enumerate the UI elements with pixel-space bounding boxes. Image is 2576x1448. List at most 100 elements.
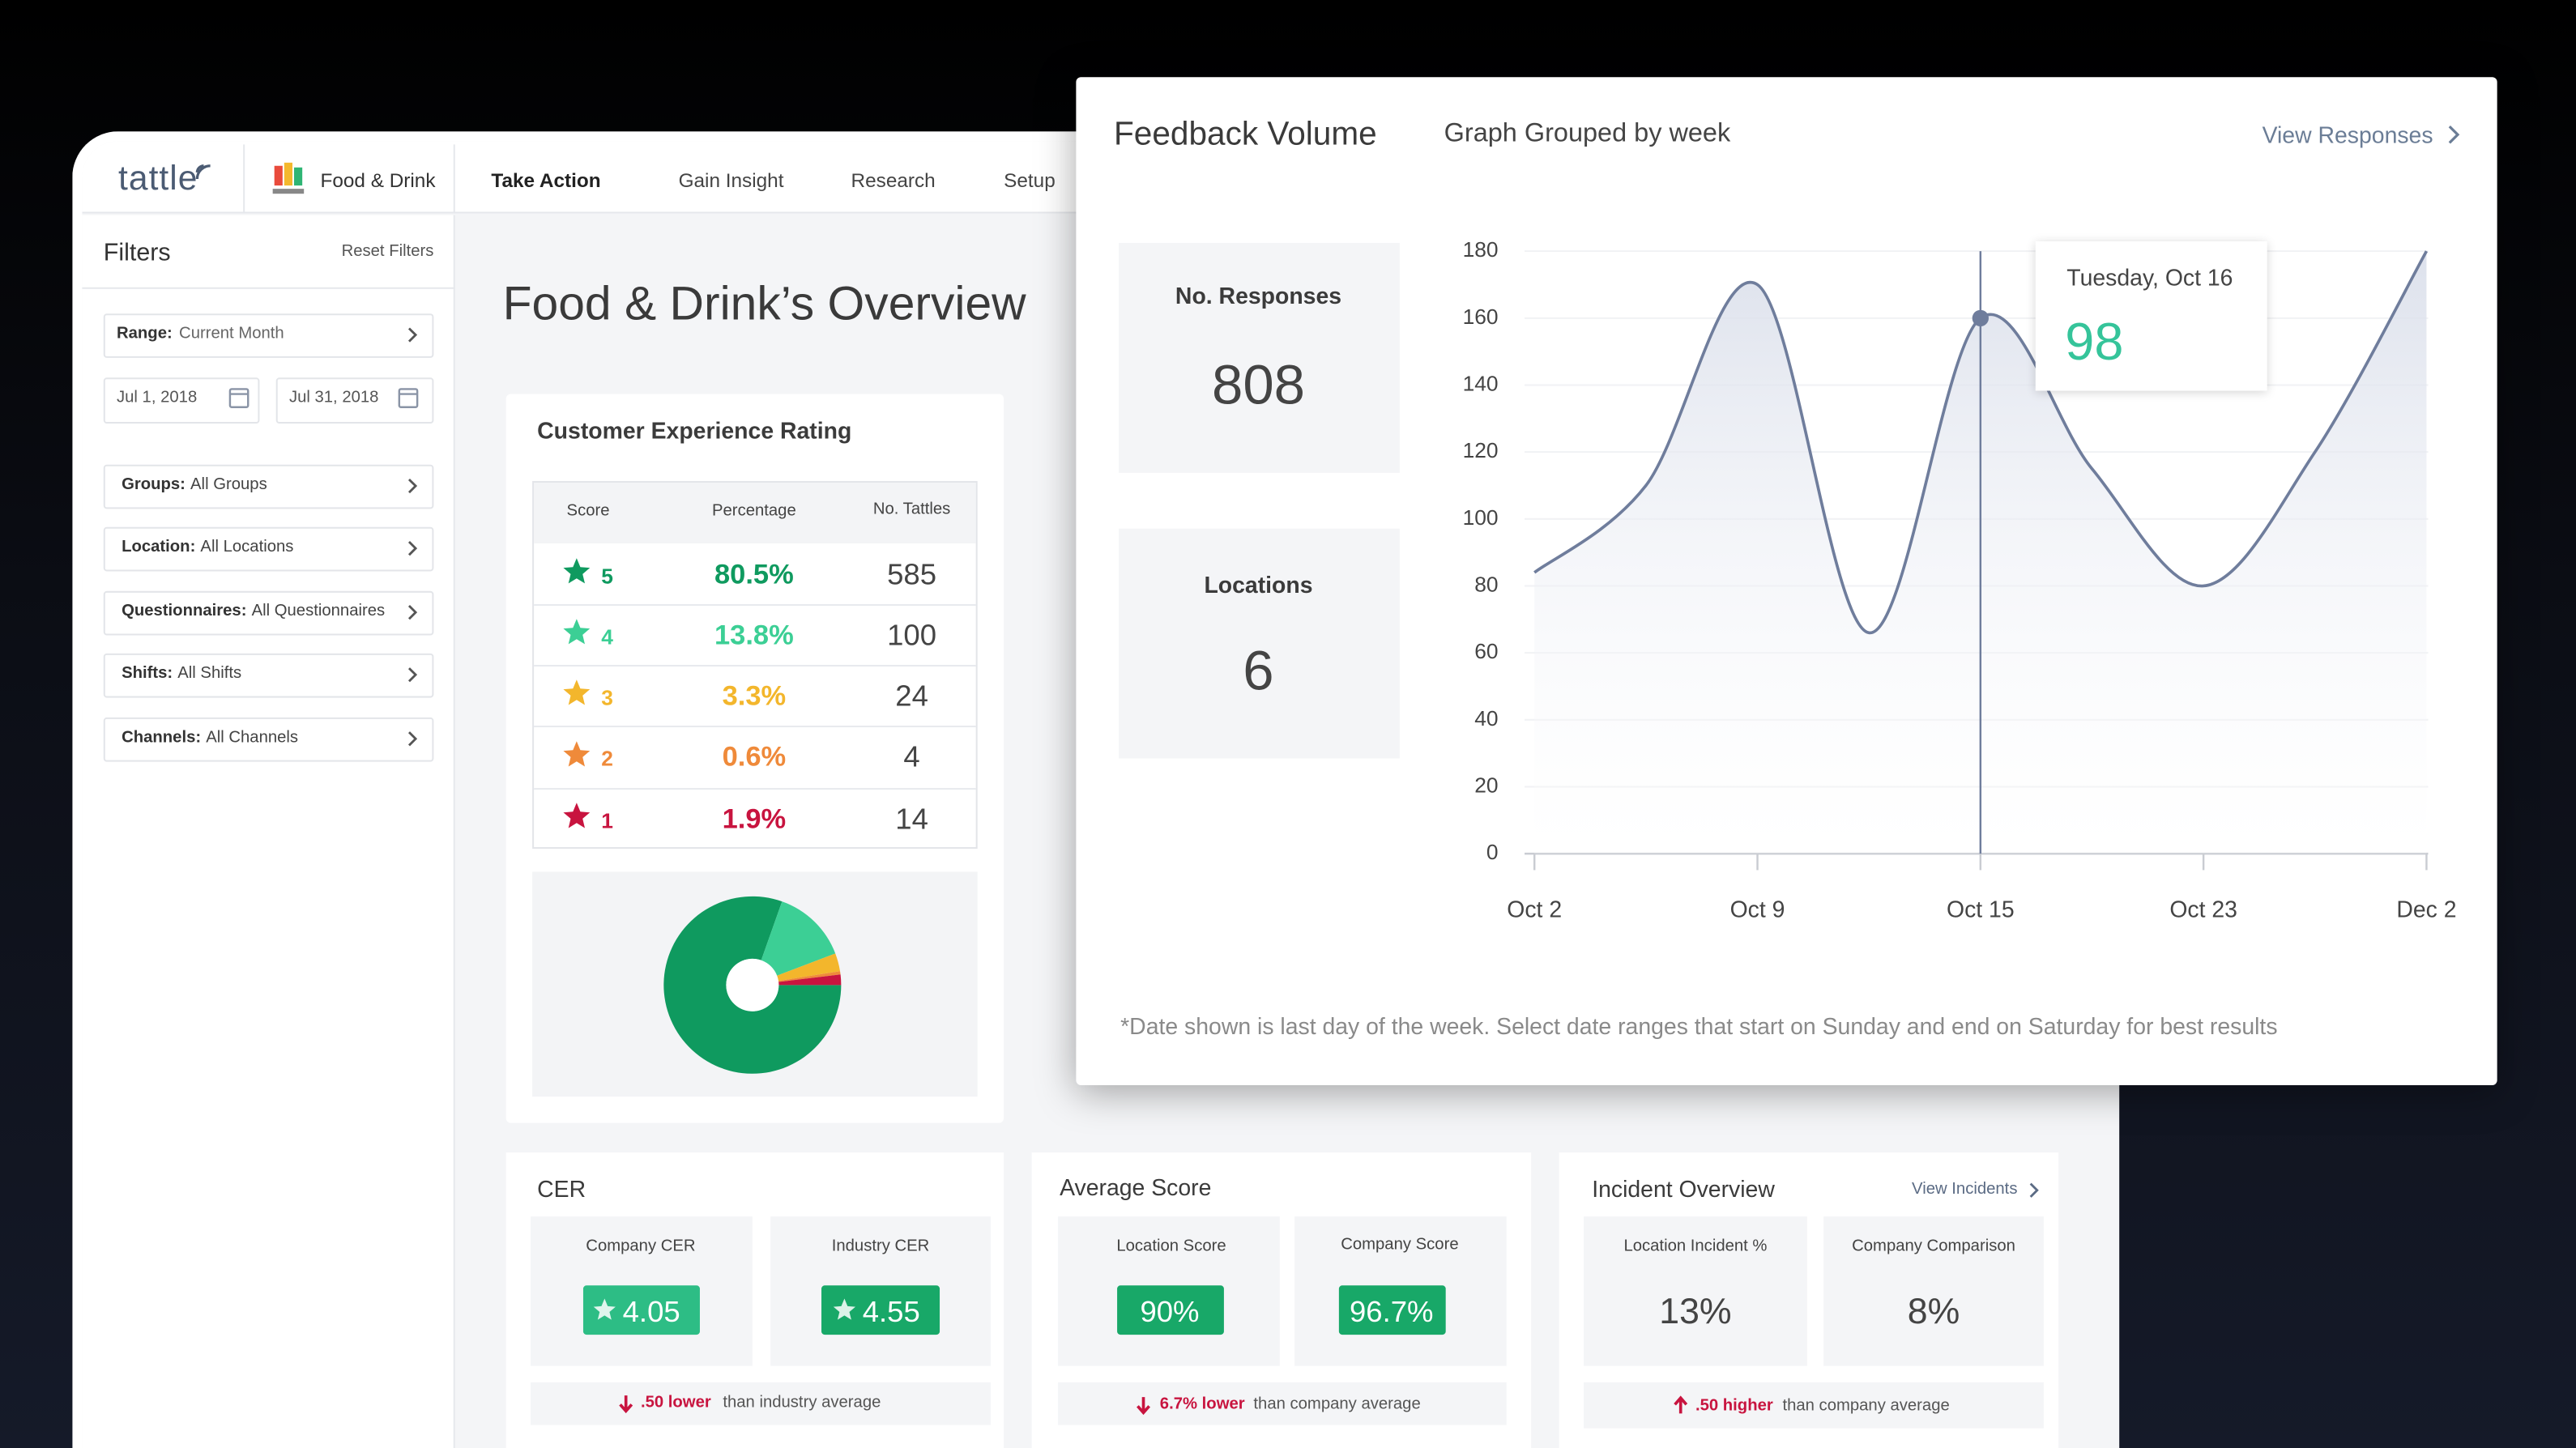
- reset-filters[interactable]: Reset Filters: [341, 243, 434, 262]
- y-tick-label: 100: [1463, 505, 1499, 530]
- date-to-input[interactable]: [275, 377, 434, 424]
- chevron: [407, 731, 418, 747]
- y-tick-label: 120: [1463, 438, 1499, 462]
- tattles: 4: [903, 740, 920, 773]
- row-divider: [534, 604, 976, 607]
- row-divider: [534, 726, 976, 728]
- row-divider: [534, 788, 976, 790]
- responses-value: 808: [1211, 354, 1306, 417]
- score: 4: [601, 624, 613, 649]
- table-header: No. Tattles: [872, 500, 951, 519]
- range-select[interactable]: [103, 313, 434, 358]
- x-tick-label: Oct 2: [1507, 897, 1562, 923]
- pie-slice: [663, 896, 842, 1074]
- locations-box: [1119, 528, 1400, 759]
- date-from: Jul 1, 2018: [116, 389, 198, 407]
- range-label: Range:: [116, 325, 173, 343]
- up-arrow: [1674, 1395, 1688, 1414]
- locations-value: 6: [1243, 640, 1274, 703]
- view-incidents[interactable]: View Incidents: [1912, 1180, 2018, 1199]
- y-tick-label: 80: [1474, 572, 1498, 596]
- filter-value: All Locations: [200, 538, 294, 557]
- rating-star: [563, 741, 591, 767]
- date-from-input[interactable]: [103, 377, 260, 424]
- location-score-value: 90%: [1140, 1295, 1200, 1329]
- score: 1: [601, 807, 613, 833]
- company-cer-value: 4.05: [622, 1295, 680, 1329]
- range-value: Current Month: [179, 325, 284, 343]
- nav-item[interactable]: Setup: [1004, 168, 1056, 193]
- rating-table-header: [534, 482, 976, 544]
- location-score-badge: [1117, 1285, 1224, 1335]
- filter-select[interactable]: [103, 653, 434, 698]
- filter-label: Channels:: [122, 729, 202, 747]
- locations-label: Locations: [1204, 571, 1313, 598]
- badge-star: [593, 1298, 616, 1320]
- percentage: 1.9%: [722, 803, 787, 834]
- y-tick-label: 20: [1474, 773, 1498, 797]
- y-tick-label: 180: [1463, 237, 1499, 262]
- tattles: 24: [895, 679, 928, 712]
- cer-title: CER: [537, 1175, 586, 1202]
- location-score-label: Location Score: [1116, 1237, 1226, 1256]
- sidebar: [82, 215, 455, 1448]
- date-to: Jul 31, 2018: [288, 389, 379, 407]
- x-tick-label: Oct 9: [1730, 897, 1785, 923]
- view-responses[interactable]: View Responses: [2262, 121, 2433, 148]
- brand-divider: [453, 144, 455, 214]
- filter-label: Shifts:: [122, 665, 173, 684]
- feedback-subtitle: Graph Grouped by week: [1444, 119, 1731, 148]
- score: 3: [601, 684, 613, 709]
- filter-select[interactable]: [103, 464, 434, 509]
- y-tick-label: 0: [1486, 840, 1499, 864]
- nav-item[interactable]: Research: [851, 168, 936, 193]
- filter-select[interactable]: [103, 526, 434, 572]
- cer-note-rest: than industry average: [723, 1394, 881, 1412]
- chevron: [407, 667, 418, 683]
- filter-value: All Channels: [206, 729, 299, 747]
- calendar-icon: [228, 388, 249, 408]
- pie-slice: [778, 971, 841, 982]
- company-comparison-label: Company Comparison: [1852, 1237, 2015, 1256]
- chevron: [2029, 1182, 2039, 1198]
- pie-slice: [778, 974, 842, 986]
- brand-icon: [272, 162, 305, 194]
- filter-label: Questionnaires:: [122, 602, 247, 621]
- chevron: [2448, 125, 2460, 144]
- company-score-value: 96.7%: [1350, 1295, 1434, 1329]
- filter-value: All Questionnaires: [251, 602, 386, 621]
- average-note-rest: than company average: [1253, 1395, 1421, 1414]
- pie-hole: [726, 958, 779, 1011]
- filter-value: All Groups: [190, 475, 267, 495]
- responses-label: No. Responses: [1175, 282, 1342, 309]
- filter-select[interactable]: [103, 590, 434, 636]
- rating-title: Customer Experience Rating: [537, 416, 852, 444]
- table-header: Percentage: [712, 502, 796, 521]
- nav-item[interactable]: Take Action: [491, 168, 601, 193]
- nav-item[interactable]: Gain Insight: [678, 168, 784, 193]
- pie-slice: [777, 953, 841, 982]
- rating-table: [532, 480, 978, 850]
- x-tick-label: Dec 2: [2396, 897, 2456, 923]
- percentage: 80.5%: [714, 558, 794, 590]
- score: 2: [601, 746, 613, 771]
- brand-divider: [243, 144, 245, 214]
- filter-select[interactable]: [103, 717, 434, 762]
- incident-title: Incident Overview: [1592, 1175, 1775, 1202]
- feedback-title: Feedback Volume: [1114, 116, 1377, 153]
- sidebar-divider: [82, 287, 455, 289]
- filter-label: Location:: [122, 538, 196, 557]
- badge-star: [833, 1298, 856, 1320]
- calendar-icon: [398, 388, 419, 408]
- filter-label: Groups:: [122, 475, 186, 495]
- chevron: [407, 540, 418, 556]
- company-score-badge: [1338, 1285, 1446, 1335]
- logo[interactable]: tattle: [118, 160, 198, 198]
- cer-note-value: .50 lower: [640, 1394, 711, 1412]
- score: 5: [601, 563, 613, 588]
- chevron: [407, 478, 418, 494]
- percentage: 0.6%: [722, 741, 787, 773]
- filter-value: All Shifts: [177, 665, 242, 684]
